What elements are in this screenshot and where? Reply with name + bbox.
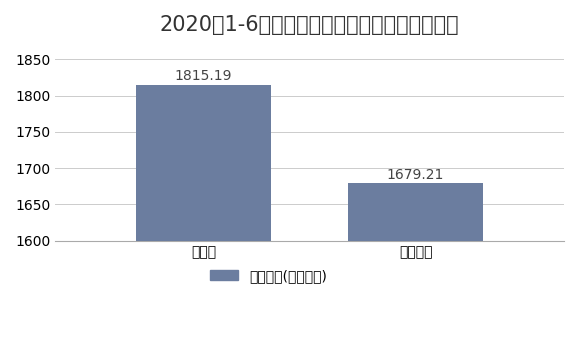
Title: 2020年1-6月湖北省商品房和商品住宅销售面积: 2020年1-6月湖北省商品房和商品住宅销售面积	[160, 15, 459, 35]
Legend: 销售面积(万平方米): 销售面积(万平方米)	[205, 263, 333, 288]
Text: 1679.21: 1679.21	[387, 168, 444, 182]
Bar	[135, 85, 272, 241]
Text: 1815.19: 1815.19	[175, 69, 232, 83]
Bar	[348, 183, 483, 241]
